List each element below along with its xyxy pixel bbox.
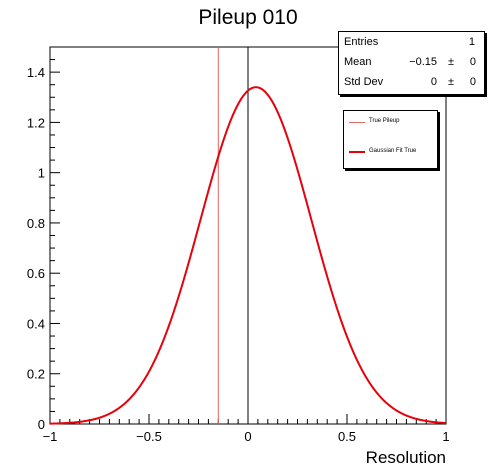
axes: −1 −0.5 0 0.5 100.20.40.60.811.21.4 xyxy=(27,47,450,444)
legend-swatch-true-pileup xyxy=(349,122,365,123)
y-tick-label: 0.8 xyxy=(27,216,45,231)
legend-label-gaussian-fit: Gaussian Fit True xyxy=(369,148,416,154)
y-tick-label: 1.2 xyxy=(27,115,45,130)
legend: True Pileup Gaussian Fit True xyxy=(343,110,438,169)
stats-stddev-pm: ± xyxy=(448,76,454,88)
y-tick-label: 0.4 xyxy=(27,316,45,331)
x-tick-label: 1 xyxy=(442,429,449,444)
stats-stddev-label: Std Dev xyxy=(344,76,383,88)
y-tick-label: 0 xyxy=(38,417,45,432)
x-axis-label: Resolution xyxy=(366,448,446,467)
stats-entries-label: Entries xyxy=(344,36,378,48)
stats-stddev-value: 0 xyxy=(431,76,437,88)
y-tick-label: 0.6 xyxy=(27,266,45,281)
legend-swatch-gaussian-fit xyxy=(349,151,365,153)
stats-box: Entries 1 Mean −0.15 ± 0 Std Dev 0 ± 0 xyxy=(338,31,485,95)
chart-title: Pileup 010 xyxy=(198,6,297,29)
stats-entries-value: 1 xyxy=(469,36,475,48)
stats-mean-error: 0 xyxy=(470,56,476,68)
stats-mean-value: −0.15 xyxy=(409,56,437,68)
y-tick-label: 1 xyxy=(38,166,45,181)
stats-mean-pm: ± xyxy=(448,56,454,68)
legend-label-true-pileup: True Pileup xyxy=(369,118,399,124)
x-tick-label: 0.5 xyxy=(338,429,356,444)
stats-stddev-error: 0 xyxy=(470,76,476,88)
stats-row-stddev: Std Dev 0 ± 0 xyxy=(339,72,484,92)
stats-mean-label: Mean xyxy=(344,56,372,68)
stats-row-entries: Entries 1 xyxy=(339,32,484,52)
y-tick-label: 0.2 xyxy=(27,367,45,382)
stats-row-mean: Mean −0.15 ± 0 xyxy=(339,52,484,72)
y-tick-label: 1.4 xyxy=(27,65,45,80)
x-tick-label: 0 xyxy=(244,429,251,444)
x-tick-label: −0.5 xyxy=(136,429,162,444)
